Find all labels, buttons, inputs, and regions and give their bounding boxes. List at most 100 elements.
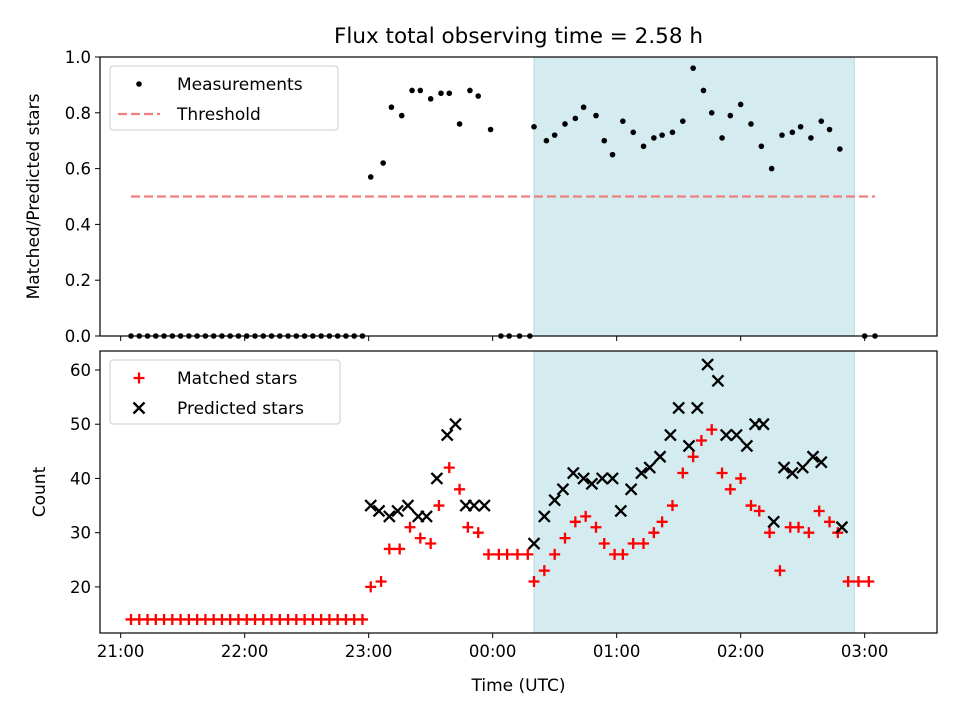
data-point bbox=[449, 417, 462, 431]
data-point bbox=[690, 401, 704, 415]
data-point bbox=[372, 504, 386, 518]
data-point bbox=[727, 112, 734, 119]
data-point bbox=[467, 87, 473, 94]
data-point bbox=[548, 493, 561, 507]
data-point bbox=[635, 466, 648, 480]
series-measurements bbox=[128, 65, 878, 339]
x-tick-label: 01:00 bbox=[593, 642, 641, 661]
data-point bbox=[664, 428, 677, 442]
data-point bbox=[566, 466, 580, 480]
data-point bbox=[757, 417, 770, 431]
data-point bbox=[745, 500, 757, 512]
data-point bbox=[590, 521, 602, 533]
data-point bbox=[708, 110, 715, 116]
data-point bbox=[467, 499, 481, 512]
data-point bbox=[767, 515, 781, 529]
data-point bbox=[624, 482, 638, 496]
data-point bbox=[595, 472, 609, 485]
data-point bbox=[690, 65, 696, 71]
data-point bbox=[719, 135, 725, 141]
data-point bbox=[786, 466, 799, 480]
data-point bbox=[580, 104, 587, 111]
data-point bbox=[803, 527, 815, 539]
data-point bbox=[640, 143, 647, 150]
data-point bbox=[814, 455, 828, 469]
data-point bbox=[454, 483, 466, 495]
data-point bbox=[606, 472, 619, 485]
data-point bbox=[609, 151, 616, 158]
data-point bbox=[398, 112, 405, 119]
data-point bbox=[716, 467, 728, 479]
data-point bbox=[768, 165, 775, 172]
y-tick-label: 60 bbox=[70, 361, 91, 380]
data-point bbox=[793, 521, 805, 533]
bottom-y-axis-label: Count bbox=[30, 466, 50, 517]
data-point bbox=[569, 516, 581, 528]
data-point bbox=[472, 527, 484, 539]
data-point bbox=[501, 548, 513, 560]
data-point bbox=[511, 548, 523, 560]
legend-box bbox=[109, 359, 341, 425]
data-point bbox=[365, 581, 377, 593]
data-point bbox=[737, 101, 744, 108]
series-matched-stars bbox=[125, 424, 875, 625]
series-predicted-stars bbox=[364, 358, 849, 550]
data-point bbox=[528, 575, 540, 587]
top-panel: 0.0 0.2 0.4 0.6 0.8 1.0 Measurements Threshold bbox=[65, 48, 938, 346]
data-point bbox=[538, 565, 550, 577]
data-point bbox=[551, 132, 558, 138]
data-point bbox=[653, 450, 667, 464]
data-point bbox=[617, 548, 629, 560]
data-point bbox=[730, 428, 743, 442]
x-tick-label: 02:00 bbox=[717, 642, 765, 661]
data-point bbox=[446, 90, 453, 97]
data-point bbox=[364, 499, 378, 512]
data-point bbox=[774, 565, 786, 577]
data-point bbox=[443, 462, 455, 474]
data-point bbox=[577, 472, 590, 485]
data-point bbox=[549, 548, 561, 560]
data-point bbox=[842, 575, 854, 587]
data-point bbox=[440, 428, 454, 442]
legend-box bbox=[109, 65, 339, 131]
data-point bbox=[682, 439, 696, 453]
data-point bbox=[420, 510, 433, 523]
data-point bbox=[383, 543, 395, 555]
data-point bbox=[487, 126, 494, 133]
legend-swatch bbox=[132, 401, 146, 415]
figure-title: Flux total observing time = 2.58 h bbox=[334, 24, 703, 49]
x-axis-label: Time (UTC) bbox=[471, 676, 566, 696]
data-point bbox=[824, 516, 836, 528]
y-tick-label: 20 bbox=[70, 578, 91, 597]
data-point bbox=[808, 135, 814, 141]
data-point bbox=[620, 118, 626, 124]
data-point bbox=[806, 450, 820, 464]
data-point bbox=[409, 87, 415, 94]
y-tick-label: 1.0 bbox=[65, 48, 91, 67]
data-point bbox=[388, 104, 395, 111]
data-point bbox=[695, 434, 707, 446]
data-point bbox=[598, 538, 610, 550]
data-point bbox=[356, 613, 368, 625]
legend-swatch bbox=[133, 372, 145, 384]
data-point bbox=[380, 160, 386, 166]
data-point bbox=[863, 575, 875, 587]
data-point bbox=[580, 510, 592, 522]
data-point bbox=[417, 87, 424, 94]
observing-window-highlight bbox=[533, 350, 855, 634]
data-point bbox=[559, 532, 571, 544]
data-point bbox=[414, 532, 426, 544]
data-point bbox=[659, 132, 665, 138]
data-point bbox=[677, 467, 689, 479]
data-point bbox=[648, 527, 660, 539]
x-tick-label: 22:00 bbox=[221, 642, 269, 661]
legend-label: Predicted stars bbox=[177, 399, 304, 419]
data-point bbox=[367, 174, 374, 180]
data-point bbox=[531, 123, 537, 130]
data-point bbox=[764, 527, 776, 539]
data-point bbox=[572, 115, 579, 122]
data-point bbox=[383, 510, 396, 523]
data-point bbox=[748, 121, 754, 127]
legend: Measurements Threshold bbox=[109, 65, 339, 131]
